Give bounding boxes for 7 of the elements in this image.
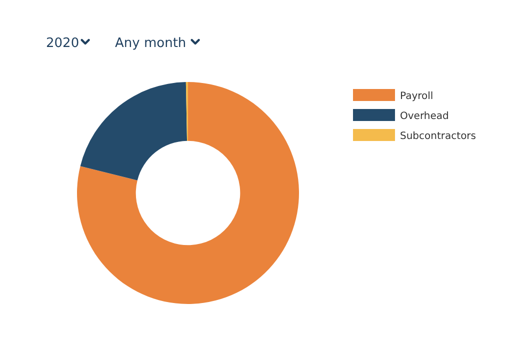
legend-label: Payroll: [400, 91, 434, 102]
donut-slice: [80, 82, 188, 180]
donut-slice: [77, 82, 299, 304]
text: Any month: [115, 36, 186, 51]
legend-label: Overhead: [400, 111, 449, 122]
legend-label: Subcontractors: [400, 131, 476, 142]
text: 2020: [46, 36, 80, 51]
